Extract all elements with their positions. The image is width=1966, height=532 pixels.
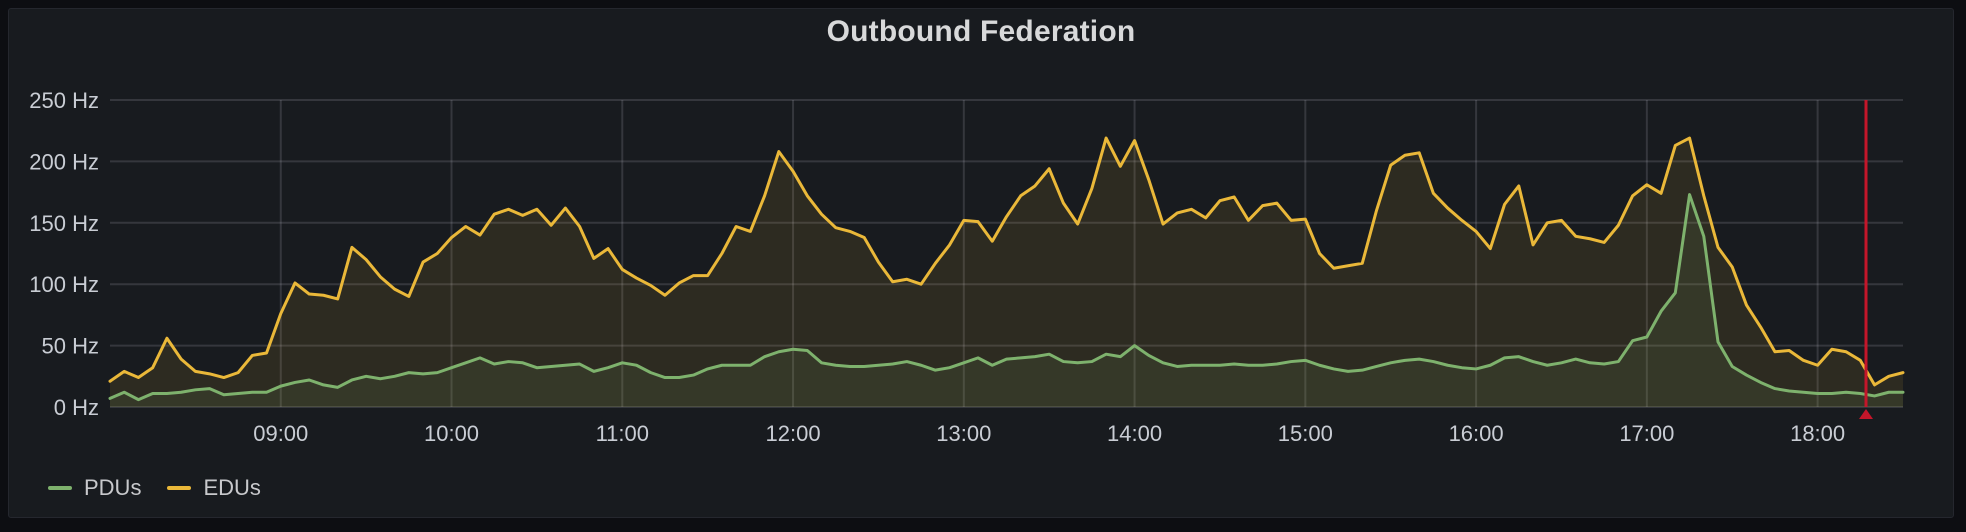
series-line-pdus[interactable]	[108, 193, 1905, 402]
legend-swatch-icon	[48, 486, 72, 490]
legend-swatch-icon	[167, 486, 192, 490]
x-tick-label: 09:00	[253, 421, 308, 446]
y-tick-label: 150 Hz	[29, 211, 99, 236]
x-tick-label: 14:00	[1107, 421, 1162, 446]
x-tick-label: 13:00	[936, 421, 991, 446]
legend-label: PDUs	[84, 475, 142, 500]
y-tick-label: 50 Hz	[42, 334, 99, 359]
y-tick-label: 0 Hz	[54, 395, 99, 420]
panel-title[interactable]: Outbound Federation	[826, 15, 1136, 48]
x-tick-label: 10:00	[424, 421, 479, 446]
legend: PDUs EDUs	[48, 473, 261, 503]
x-tick-label: 12:00	[766, 421, 821, 446]
annotation-marker-icon[interactable]	[1859, 409, 1874, 419]
legend-label: EDUs	[203, 475, 261, 500]
series-area-pdus	[110, 194, 1903, 407]
legend-item-edus[interactable]: EDUs	[167, 473, 261, 503]
series-area-edus	[110, 138, 1903, 407]
x-tick-label: 11:00	[596, 421, 649, 446]
x-tick-label: 15:00	[1278, 421, 1333, 446]
x-tick-label: 18:00	[1790, 421, 1845, 446]
y-tick-label: 200 Hz	[29, 149, 99, 174]
series-line-edus[interactable]	[108, 136, 1905, 387]
panel-outbound-federation	[8, 8, 1954, 518]
x-tick-label: 17:00	[1619, 421, 1674, 446]
y-tick-label: 250 Hz	[29, 88, 99, 113]
x-tick-label: 16:00	[1449, 421, 1504, 446]
legend-item-pdus[interactable]: PDUs	[48, 473, 141, 503]
y-tick-label: 100 Hz	[29, 272, 99, 297]
